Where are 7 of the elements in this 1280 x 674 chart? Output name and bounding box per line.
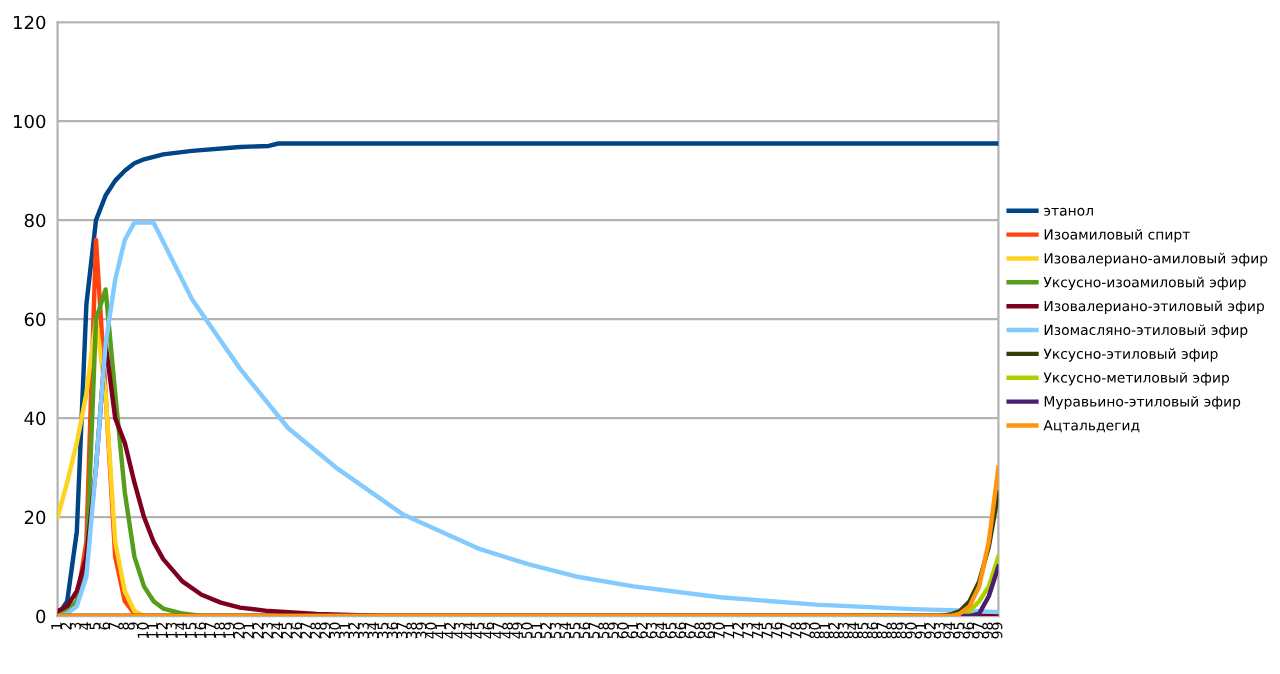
y-tick-label: 120 bbox=[14, 15, 46, 30]
y-tick-label: 100 bbox=[14, 114, 46, 129]
y-tick-label: 20 bbox=[24, 510, 46, 525]
y-tick-label: 80 bbox=[24, 213, 46, 228]
y-tick-label: 0 bbox=[36, 609, 46, 624]
y-tick-label: 60 bbox=[24, 312, 46, 327]
y-tick-label: 40 bbox=[24, 411, 46, 426]
